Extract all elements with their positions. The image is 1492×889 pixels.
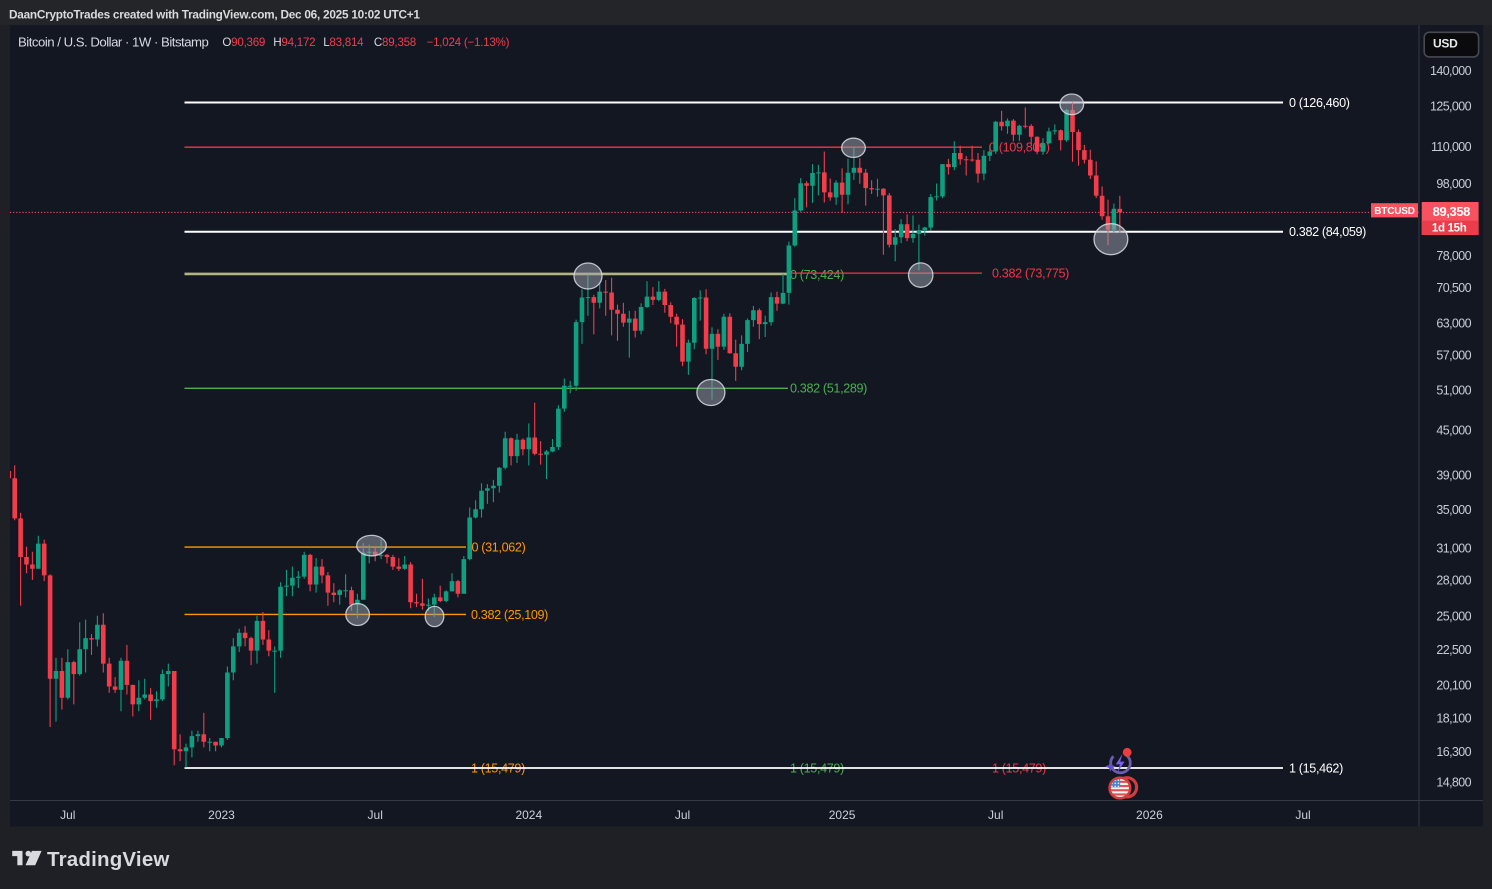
- svg-text:Bitcoin / U.S. Dollar · 1W · B: Bitcoin / U.S. Dollar · 1W · Bitstamp: [18, 35, 209, 50]
- svg-text:18,100: 18,100: [1436, 712, 1471, 726]
- svg-text:35,000: 35,000: [1436, 503, 1471, 517]
- svg-text:125,000: 125,000: [1430, 100, 1472, 114]
- svg-text:−1,024 (−1.13%): −1,024 (−1.13%): [427, 36, 510, 49]
- svg-text:0 (31,062): 0 (31,062): [472, 541, 526, 555]
- svg-text:14,800: 14,800: [1436, 775, 1471, 789]
- svg-text:0 (73,424): 0 (73,424): [790, 268, 844, 282]
- svg-text:0.382 (84,059): 0.382 (84,059): [1289, 225, 1366, 239]
- svg-text:Jul: Jul: [1295, 808, 1310, 822]
- svg-text:Jul: Jul: [60, 808, 75, 822]
- svg-text:63,000: 63,000: [1436, 317, 1471, 331]
- svg-text:0.382 (73,775): 0.382 (73,775): [992, 267, 1069, 281]
- svg-text:Jul: Jul: [988, 808, 1003, 822]
- svg-text:Jul: Jul: [368, 808, 383, 822]
- svg-text:C89,358: C89,358: [374, 36, 416, 49]
- svg-text:98,000: 98,000: [1436, 177, 1471, 191]
- svg-text:89,358: 89,358: [1433, 204, 1471, 219]
- svg-text:70,500: 70,500: [1436, 281, 1471, 295]
- svg-text:USD: USD: [1433, 37, 1458, 51]
- svg-text:TradingView: TradingView: [47, 848, 170, 871]
- svg-text:20,100: 20,100: [1436, 679, 1471, 693]
- svg-text:BTCUSD: BTCUSD: [1374, 206, 1414, 217]
- svg-text:H94,172: H94,172: [273, 36, 315, 49]
- svg-text:28,000: 28,000: [1436, 574, 1471, 588]
- svg-text:110,000: 110,000: [1431, 140, 1472, 154]
- svg-text:39,000: 39,000: [1436, 469, 1471, 483]
- svg-text:16,300: 16,300: [1436, 745, 1471, 759]
- svg-text:2026: 2026: [1136, 808, 1163, 822]
- svg-text:45,000: 45,000: [1436, 423, 1471, 437]
- svg-text:2023: 2023: [208, 808, 235, 822]
- svg-text:Jul: Jul: [675, 808, 690, 822]
- svg-text:31,000: 31,000: [1436, 541, 1471, 555]
- svg-text:140,000: 140,000: [1430, 64, 1472, 78]
- svg-text:51,000: 51,000: [1436, 384, 1471, 398]
- svg-text:2025: 2025: [829, 808, 856, 822]
- svg-text:DaanCryptoTrades created with: DaanCryptoTrades created with TradingVie…: [9, 8, 420, 22]
- svg-text:0.382 (51,289): 0.382 (51,289): [790, 382, 867, 396]
- svg-text:0.382 (25,109): 0.382 (25,109): [471, 608, 548, 622]
- svg-text:0 (109,809): 0 (109,809): [989, 141, 1050, 155]
- svg-text:1d 15h: 1d 15h: [1432, 223, 1467, 235]
- svg-text:25,000: 25,000: [1436, 609, 1471, 623]
- svg-text:L83,814: L83,814: [323, 36, 364, 49]
- svg-text:22,500: 22,500: [1436, 643, 1471, 657]
- svg-text:2024: 2024: [515, 808, 542, 822]
- svg-text:0 (126,460): 0 (126,460): [1289, 96, 1350, 110]
- svg-text:57,000: 57,000: [1436, 348, 1471, 362]
- svg-text:O90,369: O90,369: [222, 36, 265, 49]
- svg-text:78,000: 78,000: [1436, 249, 1471, 263]
- svg-text:1 (15,462): 1 (15,462): [1289, 761, 1343, 775]
